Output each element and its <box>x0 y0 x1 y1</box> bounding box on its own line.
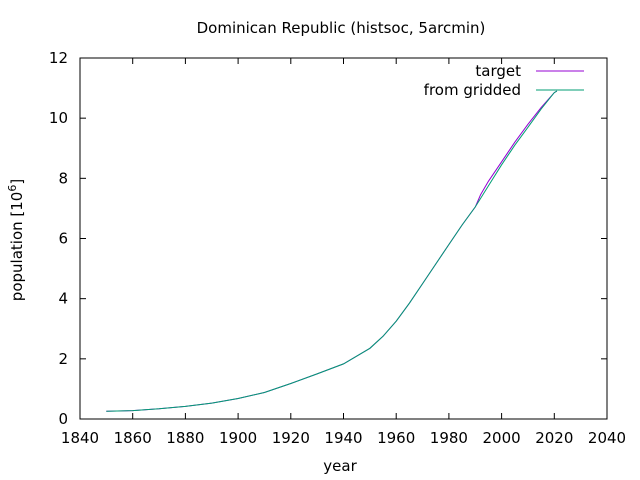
x-axis-label: year <box>323 457 357 475</box>
y-tick-label: 12 <box>49 49 68 67</box>
series-layer <box>106 90 558 412</box>
legend: target from gridded <box>424 62 584 99</box>
legend-label-target: target <box>475 62 521 80</box>
legend-label-from-gridded: from gridded <box>424 81 521 99</box>
y-axis-label-sup: 6 <box>6 185 19 192</box>
series-line-from-gridded <box>106 90 558 412</box>
x-tick-label: 2020 <box>535 429 573 447</box>
x-tick-label: 2040 <box>588 429 626 447</box>
plot-frame <box>79 57 608 420</box>
y-tick-label: 4 <box>58 290 68 308</box>
x-tick-label: 2000 <box>483 429 521 447</box>
x-tick-label: 1900 <box>219 429 257 447</box>
x-tick-label: 1860 <box>114 429 152 447</box>
axis-ticks: 1840 1860 1880 1900 1920 1940 1960 1980 2000 2020… <box>49 49 626 447</box>
chart-title: Dominican Republic (histsoc, 5arcmin) <box>197 19 486 37</box>
y-tick-label: 6 <box>58 230 68 248</box>
y-tick-label: 0 <box>58 410 68 428</box>
y-tick-label: 10 <box>49 109 68 127</box>
x-tick-label: 1920 <box>272 429 310 447</box>
x-tick-label: 1980 <box>430 429 468 447</box>
y-axis-label: population [106] <box>6 179 27 301</box>
x-tick-label: 1840 <box>61 429 99 447</box>
x-tick-label: 1960 <box>377 429 415 447</box>
x-tick-label: 1940 <box>324 429 362 447</box>
y-tick-label: 2 <box>58 350 68 368</box>
x-tick-label: 1880 <box>166 429 204 447</box>
y-axis-label-end: ] <box>8 179 26 185</box>
y-tick-label: 8 <box>58 169 68 187</box>
y-axis-label-main: population [10 <box>8 192 26 302</box>
series-line-target <box>106 90 558 412</box>
